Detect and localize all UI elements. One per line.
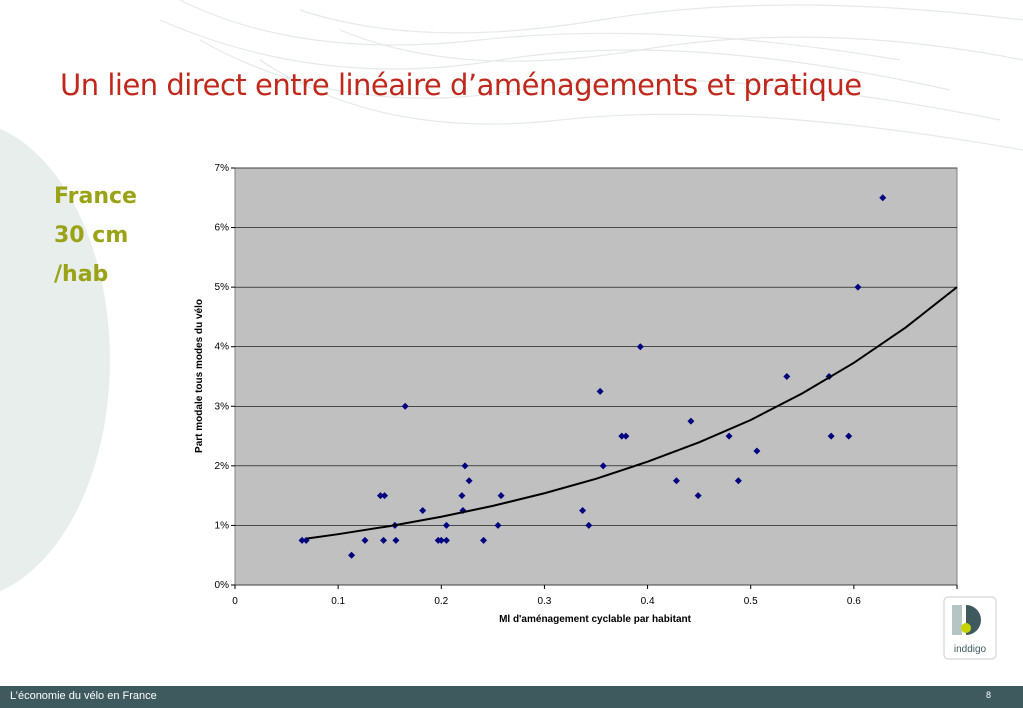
logo-dot	[961, 623, 971, 633]
decor	[0, 128, 110, 592]
background	[0, 0, 1023, 592]
point	[442, 521, 450, 529]
point	[381, 492, 389, 500]
footer: L’économie du vélo en France 8	[0, 686, 1023, 708]
point	[497, 492, 505, 500]
x-tick-label: 0.2	[434, 596, 448, 607]
logo-shape	[952, 605, 962, 635]
point	[380, 536, 388, 544]
footer-text: L’économie du vélo en France	[10, 690, 157, 702]
y-tick-label: 3%	[215, 401, 230, 412]
plot-area	[234, 167, 958, 586]
point	[879, 194, 887, 202]
slide-title: Un lien direct entre linéaire d’aménagem…	[60, 68, 862, 102]
chart: 0%1%2%3%4%5%6%7%00.10.20.30.40.50.60.7 M…	[194, 163, 997, 660]
point	[465, 477, 473, 485]
y-tick-label: 0%	[215, 580, 230, 591]
point	[725, 432, 733, 440]
point	[753, 447, 761, 455]
point	[845, 432, 853, 440]
point	[636, 343, 644, 351]
point	[596, 387, 604, 395]
point	[298, 536, 306, 544]
point	[376, 492, 384, 500]
y-tick-label: 7%	[215, 163, 230, 174]
point	[494, 521, 502, 529]
point	[480, 536, 488, 544]
point	[401, 402, 409, 410]
point	[361, 536, 369, 544]
point	[599, 462, 607, 470]
point	[854, 283, 862, 291]
y-tick-label: 4%	[215, 342, 230, 353]
point	[622, 432, 630, 440]
point	[618, 432, 626, 440]
y-axis-label: Part modale tous modes du vélo	[194, 299, 205, 453]
x-axis-label: Ml d'aménagement cyclable par habitant	[499, 614, 692, 625]
trendline	[307, 286, 958, 540]
point	[458, 492, 466, 500]
page-number: 8	[986, 690, 992, 700]
point	[672, 477, 680, 485]
plot: 0%1%2%3%4%5%6%7%00.10.20.30.40.50.60.7	[215, 163, 965, 607]
point	[437, 536, 445, 544]
y-tick-label: 1%	[215, 520, 230, 531]
x-tick-label: 0.3	[537, 596, 551, 607]
contours	[159, 0, 1023, 151]
point	[348, 551, 356, 559]
side-text: /hab	[54, 262, 109, 287]
point	[827, 432, 835, 440]
point	[461, 462, 469, 470]
point	[585, 521, 593, 529]
x-tick-label: 0.1	[331, 596, 345, 607]
x-tick-label: 0.6	[847, 596, 861, 607]
point	[442, 536, 450, 544]
x-tick-label: 0	[232, 596, 238, 607]
y-tick-label: 5%	[215, 282, 230, 293]
side-text: France	[54, 184, 137, 209]
point	[419, 507, 427, 515]
point	[694, 492, 702, 500]
x-tick-label: 0.4	[641, 596, 655, 607]
logo-text: inddigo	[954, 644, 987, 655]
side-text: 30 cm	[54, 223, 129, 248]
x-tick-label: 0.5	[744, 596, 758, 607]
y-tick-label: 2%	[215, 461, 230, 472]
point	[734, 477, 742, 485]
point	[579, 507, 587, 515]
point	[392, 536, 400, 544]
point	[687, 417, 695, 425]
logo: inddigo	[943, 596, 997, 660]
y-tick-label: 6%	[215, 223, 230, 234]
point	[783, 373, 791, 380]
